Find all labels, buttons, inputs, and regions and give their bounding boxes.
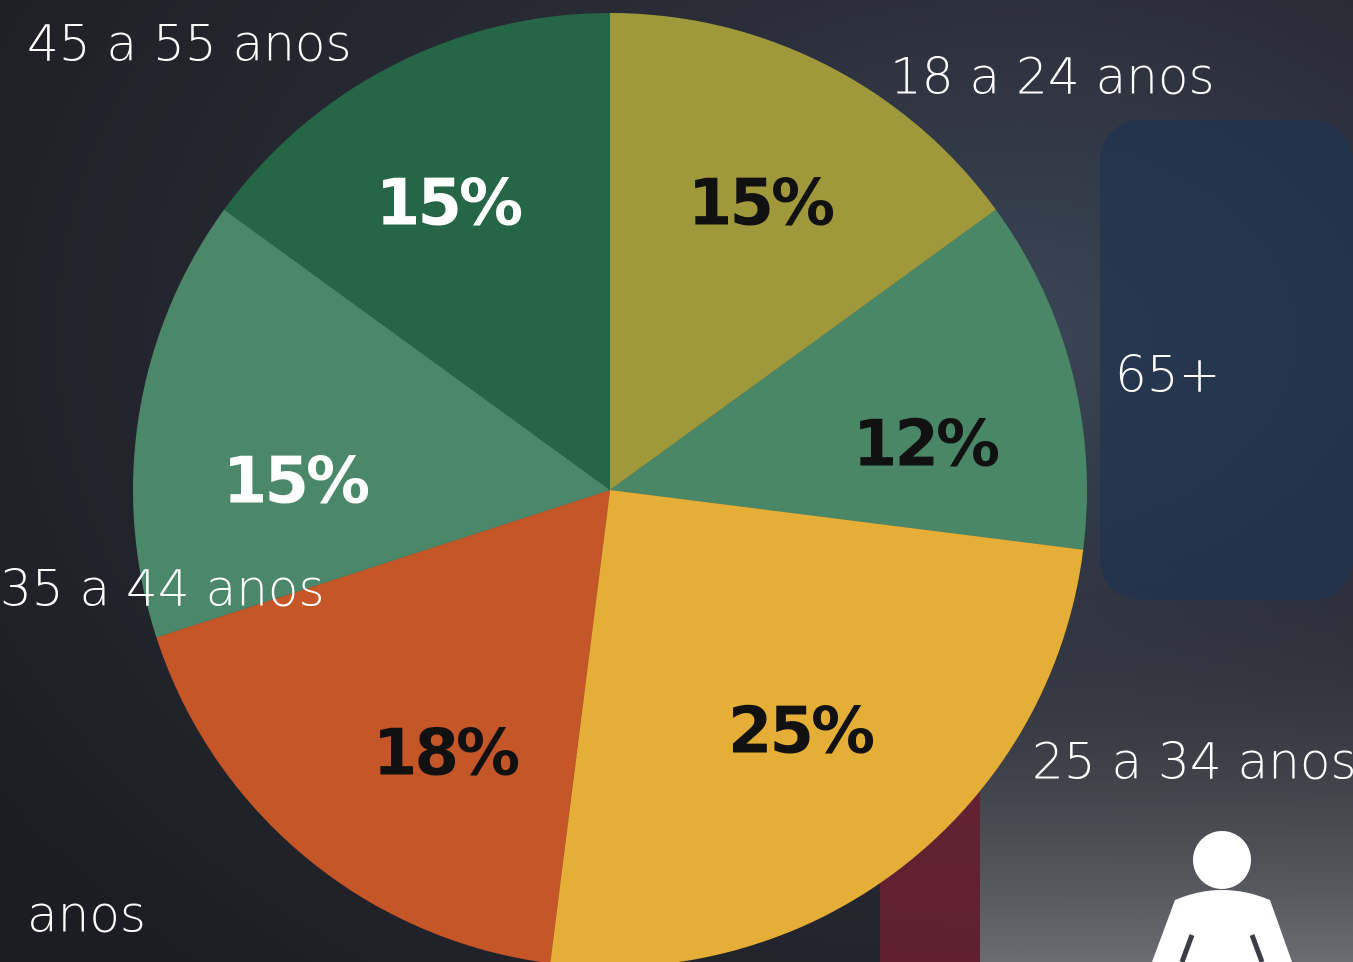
category-label: 45 a 55 anos xyxy=(27,15,352,73)
value-label: 15% xyxy=(376,167,522,241)
category-label: 65+ xyxy=(1115,346,1221,404)
value-label: 12% xyxy=(853,408,999,482)
value-label: 15% xyxy=(223,445,369,519)
value-label: 15% xyxy=(688,167,834,241)
category-label: 18 a 24 anos xyxy=(890,48,1215,106)
value-label: 18% xyxy=(373,717,519,791)
page: 15% 18 a 24 anos 12% 65+ 25% 25 a 34 anos 18% 3… xyxy=(0,0,1353,962)
category-label: anos xyxy=(27,886,146,944)
category-label: 35 a 44 anos xyxy=(0,560,325,618)
value-label: 25% xyxy=(728,695,874,769)
category-label: 25 a 34 anos xyxy=(1032,733,1353,791)
chart: 15% 18 a 24 anos 12% 65+ 25% 25 a 34 anos 18% 3… xyxy=(0,0,1353,962)
